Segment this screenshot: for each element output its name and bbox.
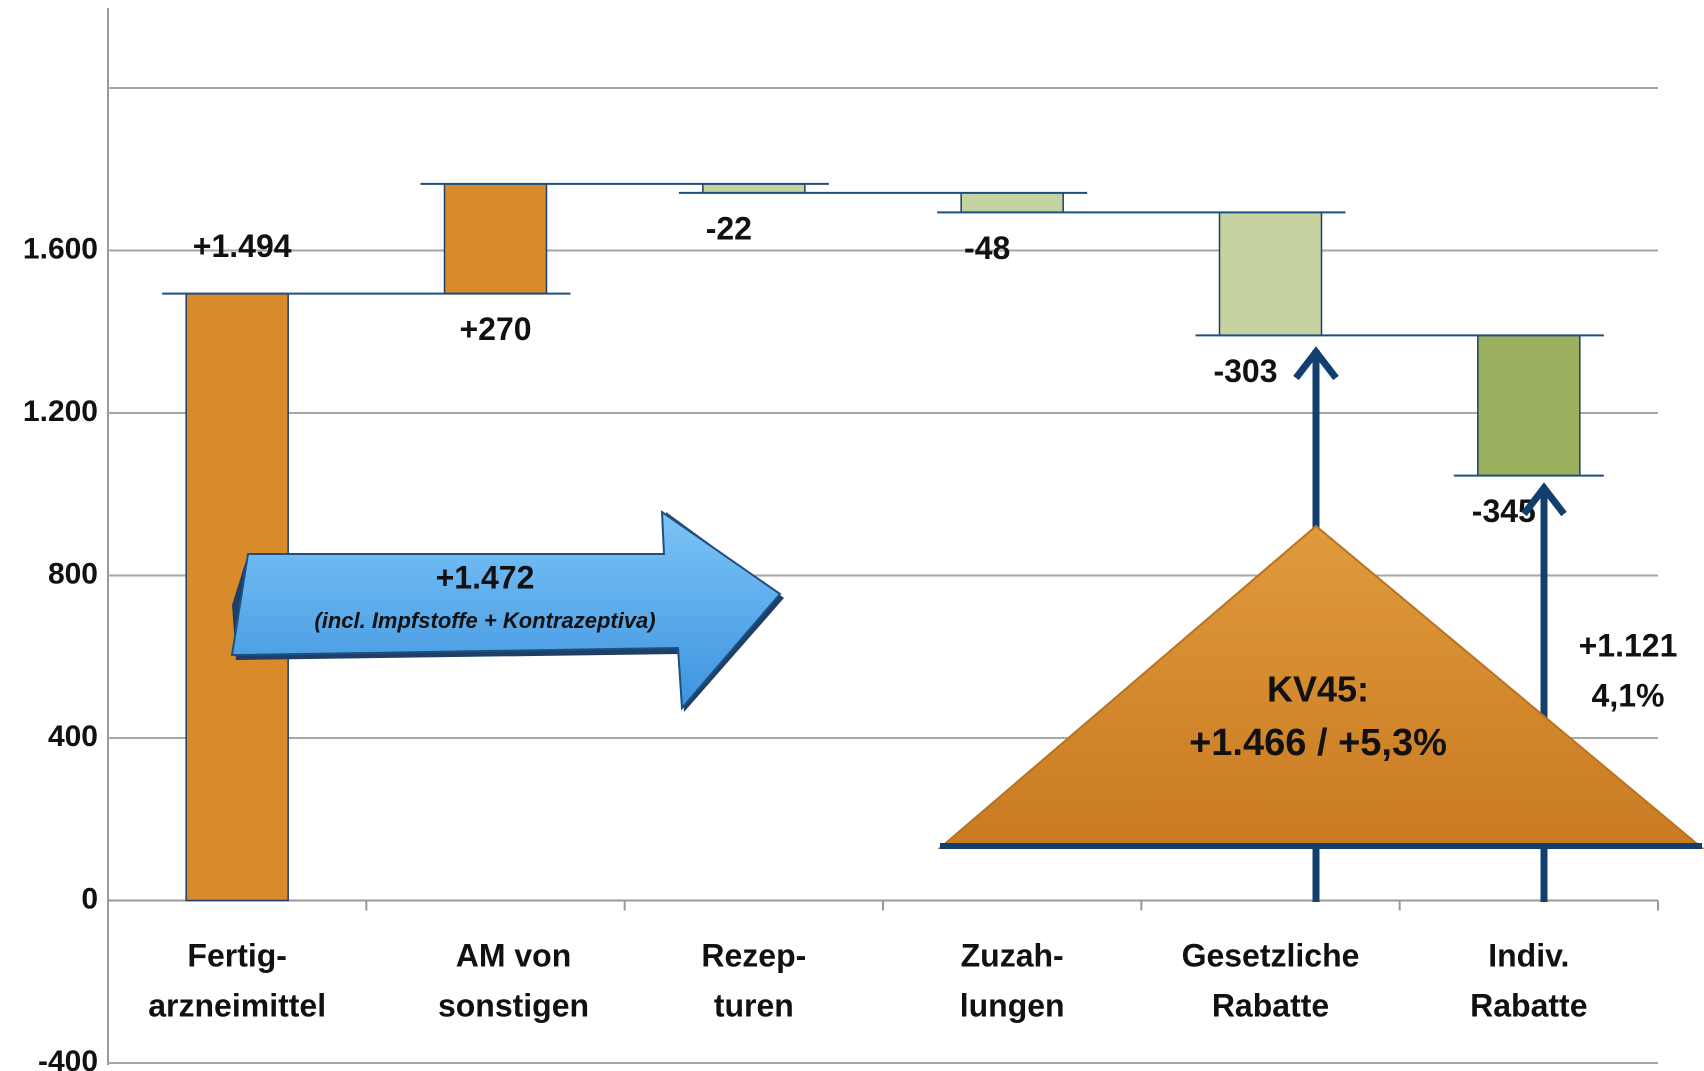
- x-tick-label: Rabatte: [1470, 987, 1587, 1023]
- y-tick-label: 400: [48, 720, 98, 753]
- y-tick-label: 800: [48, 557, 98, 590]
- bar: [1218, 211, 1323, 337]
- arrow: [230, 510, 782, 711]
- x-tick-label: Gesetzliche: [1182, 937, 1360, 973]
- bar: [443, 183, 548, 295]
- arrow-head: [1521, 482, 1567, 517]
- value-label: -22: [706, 210, 752, 246]
- value-label: -303: [1213, 353, 1277, 389]
- arrow-head: [1293, 346, 1339, 381]
- x-tick-label: Zuzah-: [961, 937, 1064, 973]
- x-tick-label: Indiv.: [1488, 937, 1569, 973]
- arrow-note: (incl. Impfstoffe + Kontrazeptiva): [314, 608, 655, 633]
- y-tick-label: 0: [81, 882, 98, 915]
- y-tick-label: -400: [38, 1045, 98, 1071]
- y-tick-label: 1.600: [23, 232, 98, 265]
- side-value: +1.121: [1579, 627, 1678, 663]
- bar: [960, 192, 1064, 214]
- bar: [702, 183, 806, 194]
- x-tick-label: AM von: [456, 937, 572, 973]
- x-tick-label: arzneimittel: [148, 987, 326, 1023]
- value-label: +270: [459, 311, 531, 347]
- bar: [1477, 334, 1581, 477]
- x-tick-label: Rabatte: [1212, 987, 1329, 1023]
- y-tick-label: 1.200: [23, 395, 98, 428]
- side-percent: 4,1%: [1592, 677, 1665, 713]
- x-tick-label: Rezep-: [701, 937, 806, 973]
- x-tick-label: turen: [714, 987, 794, 1023]
- triangle-title: KV45:: [1267, 669, 1369, 710]
- value-label: -48: [964, 230, 1010, 266]
- x-tick-label: Fertig-: [187, 937, 287, 973]
- x-tick-label: sonstigen: [438, 987, 589, 1023]
- triangle-value: +1.466 / +5,3%: [1189, 722, 1447, 764]
- value-label: +1.494: [193, 228, 292, 264]
- arrow-value: +1.472: [436, 559, 535, 595]
- x-tick-label: lungen: [960, 987, 1065, 1023]
